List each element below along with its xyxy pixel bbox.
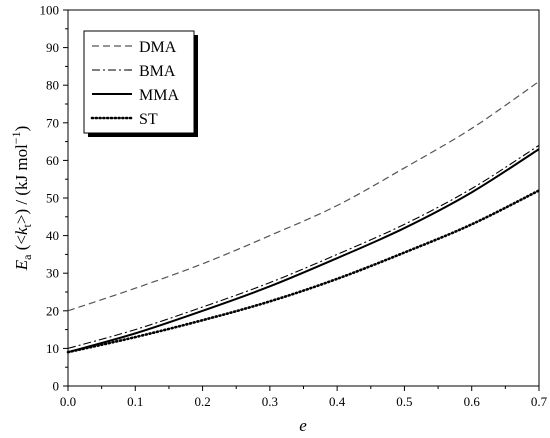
- x-axis-title: e: [299, 416, 307, 435]
- series-layer: [66, 80, 541, 354]
- y-tick-label: 30: [46, 266, 59, 281]
- y-tick-label: 0: [53, 379, 60, 394]
- x-tick-label: 0.1: [127, 394, 143, 409]
- series-line-bma: [67, 144, 540, 349]
- x-tick-label: 0.0: [60, 394, 76, 409]
- x-tick-label: 0.4: [329, 394, 346, 409]
- legend-label-st: ST: [139, 111, 158, 128]
- legend: DMA BMA MMA ST: [83, 30, 198, 137]
- y-tick-label: 50: [46, 191, 59, 206]
- x-tick-label: 0.7: [531, 394, 548, 409]
- y-axis-title-k-sub: t: [20, 223, 34, 227]
- y-axis-ticks: 0 10 20 30 40 50 60 70 80 90 100: [40, 3, 68, 394]
- y-axis-title-symbol-sub: a: [20, 254, 34, 260]
- y-tick-label: 10: [46, 341, 59, 356]
- legend-label-mma: MMA: [139, 87, 179, 104]
- y-tick-label: 80: [46, 78, 59, 93]
- x-tick-label: 0.6: [464, 394, 481, 409]
- y-tick-label: 20: [46, 303, 59, 318]
- y-axis-title-open: (<: [12, 235, 31, 255]
- y-tick-label: 90: [46, 40, 59, 55]
- x-tick-label: 0.2: [194, 394, 210, 409]
- series-line-mma: [67, 148, 540, 354]
- y-tick-label: 100: [40, 3, 60, 18]
- y-axis-title: Ea (<kt>) / (kJ mol−1): [9, 126, 34, 272]
- y-axis-title-symbol: E: [12, 259, 31, 271]
- y-tick-label: 70: [46, 115, 59, 130]
- y-axis-title-end: ): [12, 126, 31, 132]
- y-tick-label: 60: [46, 153, 59, 168]
- legend-label-dma: DMA: [139, 39, 177, 56]
- y-axis-title-k: k: [12, 227, 31, 235]
- y-axis-title-close: >) / (kJ mol: [12, 144, 31, 224]
- legend-box: [83, 30, 195, 134]
- series-line-st: [66, 189, 541, 354]
- x-axis-ticks: 0.0 0.1 0.2 0.3 0.4 0.5 0.6 0.7: [60, 386, 548, 409]
- series-line-dma: [67, 80, 540, 312]
- legend-label-bma: BMA: [139, 63, 176, 80]
- x-tick-label: 0.3: [262, 394, 278, 409]
- y-axis-title-exp: −1: [9, 131, 23, 144]
- x-tick-label: 0.5: [396, 394, 412, 409]
- y-tick-label: 40: [46, 228, 59, 243]
